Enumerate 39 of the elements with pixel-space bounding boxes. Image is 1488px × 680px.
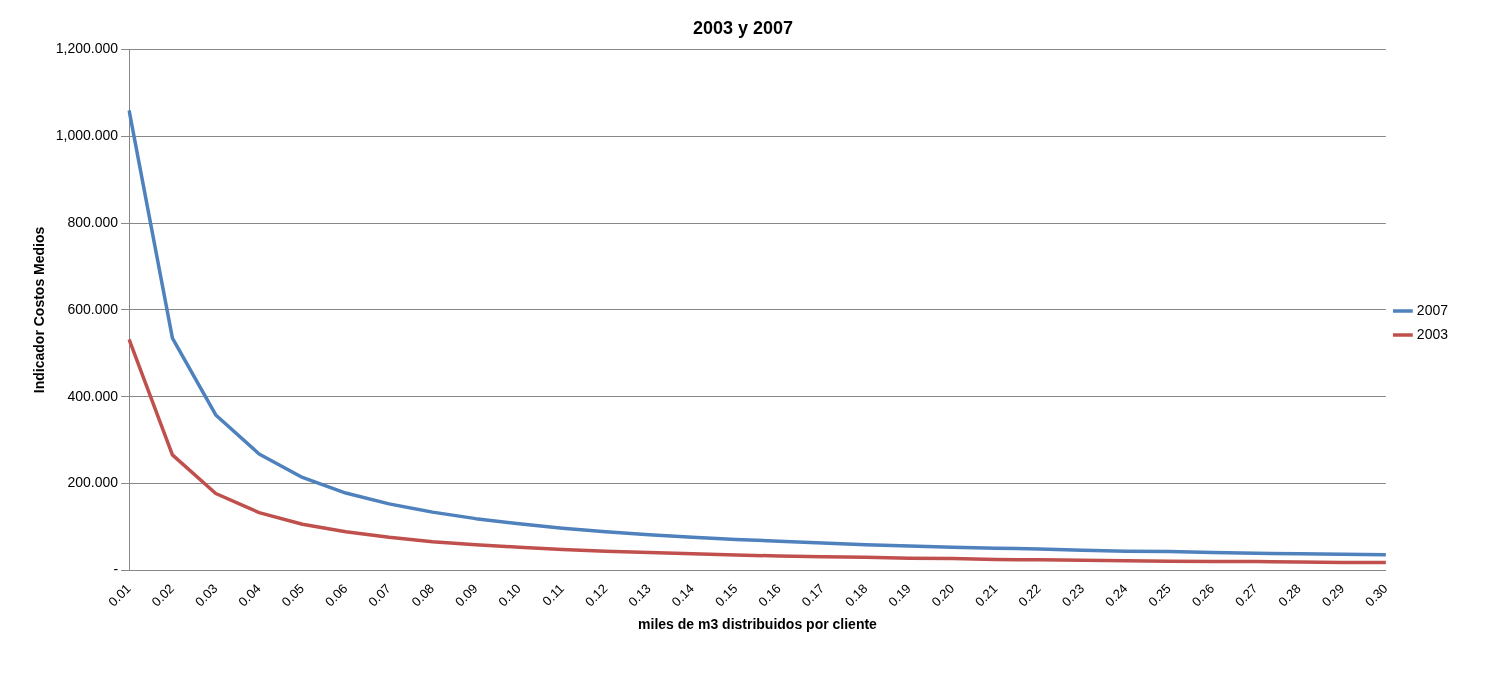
x-tick-label: 0.06 [321,580,351,610]
x-axis-title: miles de m3 distribuidos por cliente [638,616,878,633]
legend-label: 2003 [1416,325,1449,342]
x-tick-label: 0.01 [105,580,134,610]
x-tick-label: 0.21 [971,580,1001,610]
x-tick-label: 0.28 [1275,580,1304,610]
x-tick-label: 0.10 [495,580,524,610]
x-tick-label: 0.19 [885,580,914,610]
y-tick-label: - [113,561,119,578]
x-tick-label: 0.24 [1101,580,1131,610]
y-tick-label: 800.000 [67,214,119,231]
y-tick-label: 400.000 [67,387,119,404]
x-tick-label: 0.13 [625,580,654,610]
x-tick-label: 0.03 [191,580,221,610]
x-tick-label: 0.12 [581,580,611,610]
x-tick-label: 0.18 [841,580,871,610]
x-tick-label: 0.08 [408,580,438,610]
x-tick-label: 0.29 [1318,580,1348,610]
x-tick-label: 0.20 [928,580,958,610]
x-tick-label: 0.26 [1188,580,1218,610]
y-tick-label: 1,000.000 [55,127,119,144]
x-tick-label: 0.16 [755,580,784,610]
x-tick-label: 0.11 [539,580,568,609]
x-tick-label: 0.22 [1015,580,1044,610]
y-tick-label: 200.000 [67,474,119,491]
x-tick-label: 0.04 [235,580,264,610]
x-tick-label: 0.15 [711,580,741,610]
x-tick-label: 0.25 [1145,580,1174,610]
x-tick-label: 0.09 [451,580,481,610]
y-tick-label: 1,200.000 [55,40,119,57]
legend-label: 2007 [1416,301,1449,318]
y-axis-title: Indicador Costos Medios [31,226,48,394]
y-tick-label: 600.000 [67,300,119,317]
x-tick-label: 0.23 [1058,580,1088,610]
x-tick-label: 0.05 [278,580,308,610]
chart-title: 2003 y 2007 [692,17,794,38]
x-tick-label: 0.14 [668,580,698,610]
x-tick-label: 0.02 [148,580,178,610]
x-tick-label: 0.30 [1362,580,1391,610]
